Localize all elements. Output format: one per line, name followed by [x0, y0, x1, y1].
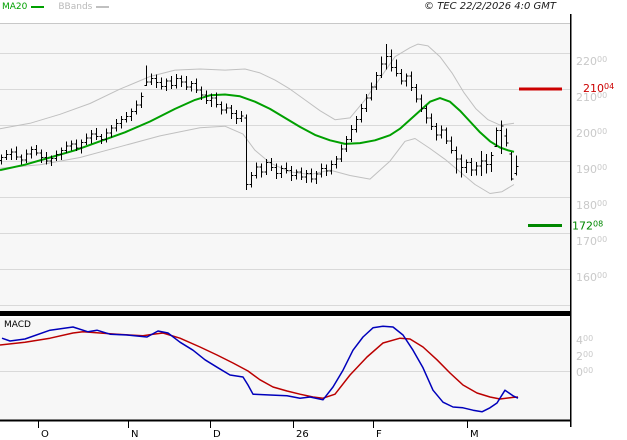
- bollinger-lower-line: [0, 125, 515, 194]
- panel-separator: [0, 311, 571, 316]
- x-axis-month-label: N: [131, 429, 138, 440]
- price-axis-label: 18000: [576, 199, 607, 212]
- bollinger-upper-line: [0, 43, 515, 130]
- price-axis-label: 21000: [576, 91, 607, 104]
- ma20-line: [0, 93, 515, 172]
- price-axis-label: 22000: [576, 55, 607, 68]
- macd-axis-label: 000: [576, 366, 593, 379]
- x-axis-month-label: D: [213, 429, 221, 440]
- price-axis-label: 17000: [576, 235, 607, 248]
- candles: [0, 43, 519, 190]
- macd-axis-label: 400: [576, 334, 593, 347]
- x-axis-month-label: M: [470, 429, 479, 440]
- bbands-legend-label: BBands: [58, 2, 93, 12]
- copyright-timestamp: © TEC 22/2/2026 4:0 GMT: [424, 1, 556, 12]
- bbands-legend-swatch: [96, 6, 110, 8]
- x-axis-month-label: 26: [296, 429, 309, 440]
- price-axis-label: 20000: [576, 127, 607, 140]
- macd-panel-label: MACD: [4, 320, 31, 330]
- x-axis-month-label: O: [41, 429, 49, 440]
- legend: MA20 BBands: [2, 1, 110, 13]
- main-panel-bg: [0, 23, 570, 311]
- ma20-legend-label: MA20: [2, 2, 28, 12]
- macd-panel-bg: [0, 318, 570, 420]
- macd-line: [1, 325, 519, 413]
- resistance-price-label: 21004: [583, 82, 614, 95]
- macd-axis-label: 200: [576, 350, 593, 363]
- price-axis-label: 19000: [576, 163, 607, 176]
- x-axis-month-label: F: [376, 429, 382, 440]
- ma20-legend-swatch: [31, 6, 45, 8]
- price-axis-label: 16000: [576, 271, 607, 284]
- support-price-label: 17208: [572, 220, 603, 233]
